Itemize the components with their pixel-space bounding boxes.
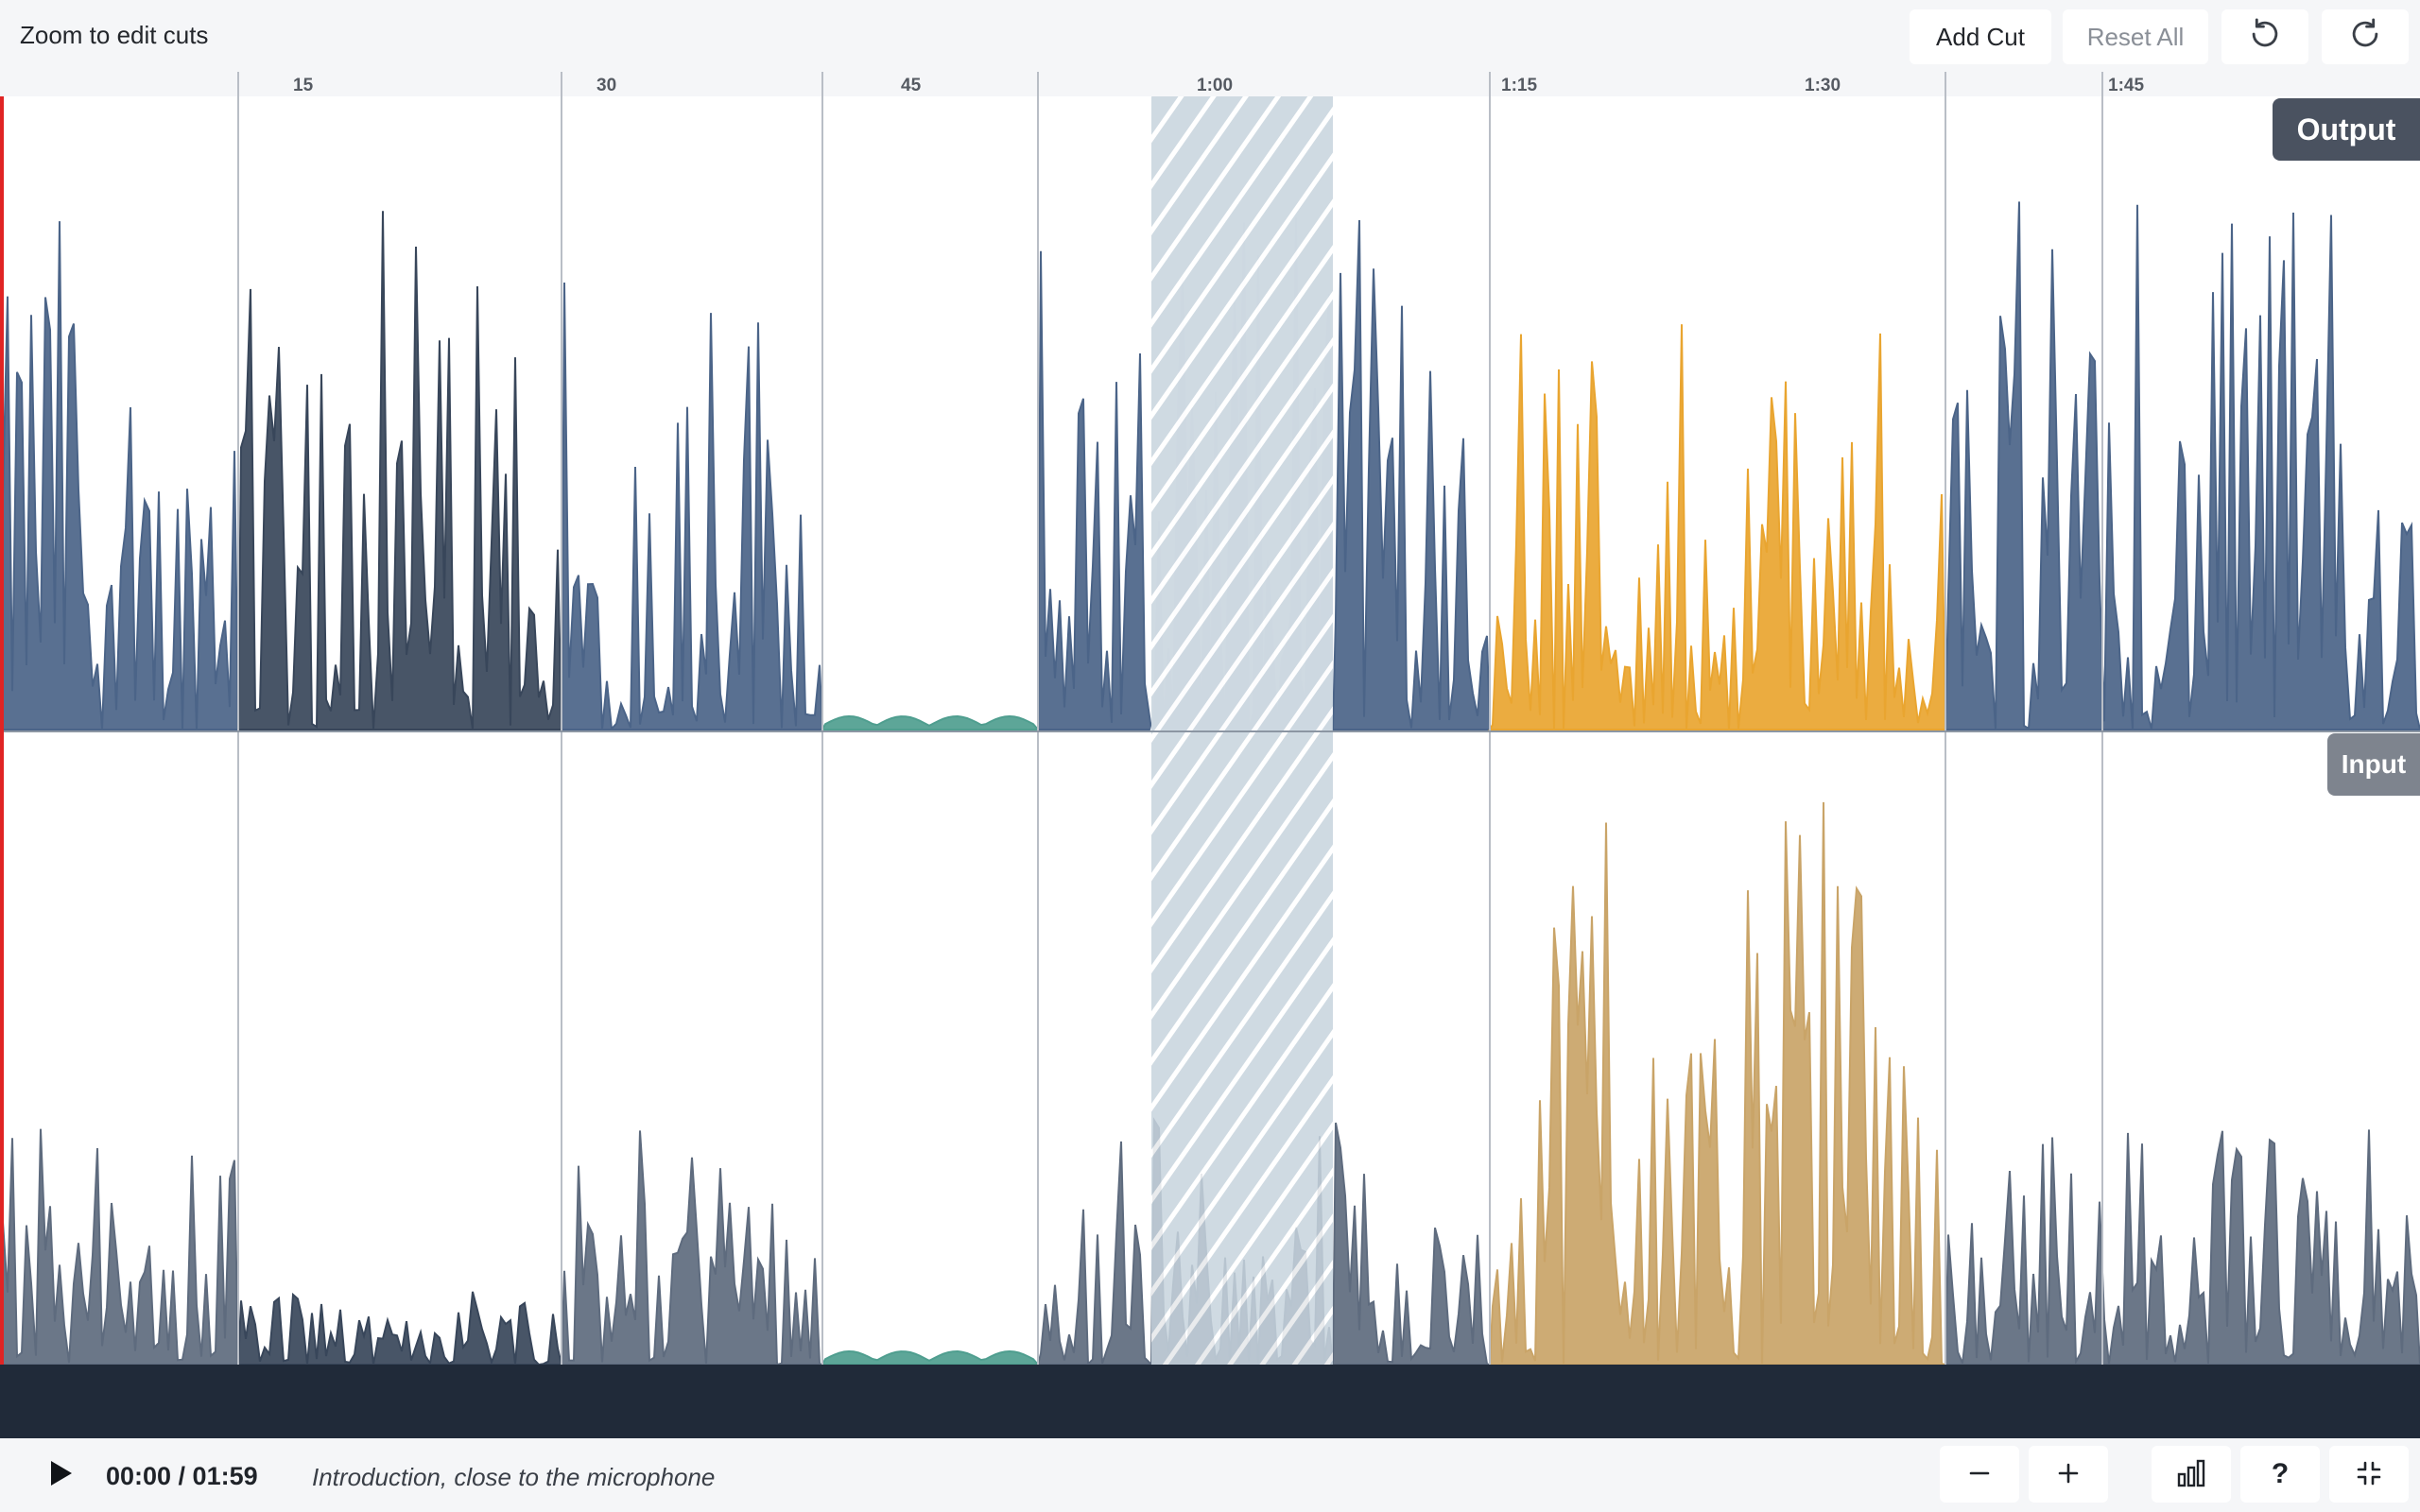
input-waveform-segment (236, 1291, 563, 1365)
output-waveform-segment (821, 714, 1041, 730)
minus-icon (1967, 1461, 1992, 1488)
input-track-label: Input (2327, 733, 2420, 796)
ruler-tick: 1:15 (1501, 76, 1538, 95)
ruler-tick: 1:45 (2108, 76, 2145, 95)
ruler-tick: 1:00 (1197, 76, 1234, 95)
output-waveform-segment (1331, 219, 1492, 730)
output-waveform-segment (1488, 324, 1947, 730)
input-waveform-segment (1944, 1129, 2420, 1365)
input-waveform-segment (821, 1349, 1040, 1365)
collapse-icon (2356, 1460, 2382, 1489)
redo-icon (2347, 16, 2383, 59)
ruler-tick: 45 (901, 76, 922, 95)
help-button[interactable]: ? (2240, 1446, 2320, 1503)
redo-button[interactable] (2322, 9, 2409, 64)
zoom-hint: Zoom to edit cuts (20, 21, 209, 49)
timeline-ruler[interactable] (0, 72, 2420, 96)
output-waveform-segment (0, 221, 240, 730)
segment-caption: Introduction, close to the microphone (312, 1463, 716, 1491)
zoom-out-button[interactable] (1940, 1446, 2019, 1503)
help-icon: ? (2271, 1458, 2290, 1489)
plus-icon (2056, 1461, 2081, 1488)
input-waveform-segment (1331, 1122, 1491, 1365)
toolbar: Zoom to edit cuts (0, 0, 2420, 72)
input-waveform-segment (0, 1128, 240, 1365)
output-waveform-segment (1036, 250, 1153, 730)
add-cut-button[interactable]: Add Cut (1910, 9, 2051, 64)
waveform-editor[interactable] (0, 72, 2420, 1365)
time-display: 00:00 / 01:59 (106, 1462, 258, 1490)
output-waveform-segment (560, 282, 824, 731)
reset-all-button[interactable]: Reset All (2063, 9, 2208, 64)
input-waveform-segment (1488, 801, 1946, 1365)
output-waveform-segment (1944, 201, 2420, 730)
ruler-tick: 30 (596, 76, 617, 95)
zoom-in-button[interactable] (2029, 1446, 2108, 1503)
input-waveform-segment (1036, 1141, 1153, 1365)
undo-button[interactable] (2221, 9, 2308, 64)
bar-chart-icon (2175, 1459, 2207, 1490)
undo-icon (2247, 16, 2283, 59)
play-button[interactable] (32, 1446, 89, 1503)
play-icon (46, 1458, 75, 1491)
output-track-label: Output (2273, 98, 2420, 161)
levels-button[interactable] (2152, 1446, 2231, 1503)
ruler-tick: 15 (293, 76, 314, 95)
timeline-scrollbar[interactable] (0, 1365, 2420, 1438)
output-waveform-segment (236, 211, 563, 730)
collapse-button[interactable] (2329, 1446, 2409, 1503)
input-waveform-segment (560, 1130, 823, 1365)
ruler-tick: 1:30 (1805, 76, 1841, 95)
playhead (0, 96, 4, 1365)
